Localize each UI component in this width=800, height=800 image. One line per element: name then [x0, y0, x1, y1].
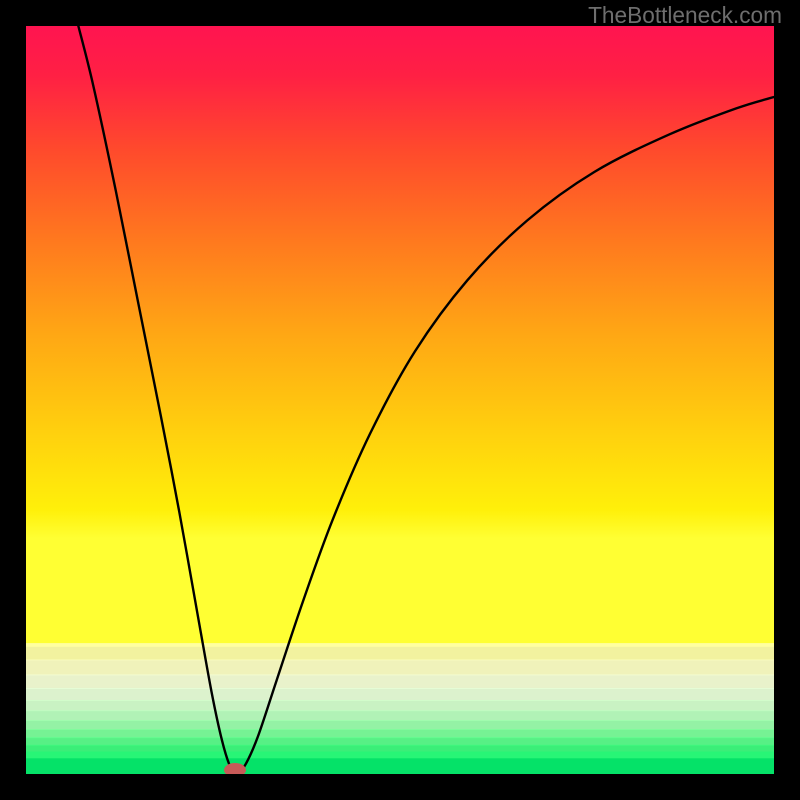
plot-area — [26, 26, 774, 774]
bottleneck-curve — [26, 26, 774, 774]
watermark-label: TheBottleneck.com — [588, 2, 782, 29]
